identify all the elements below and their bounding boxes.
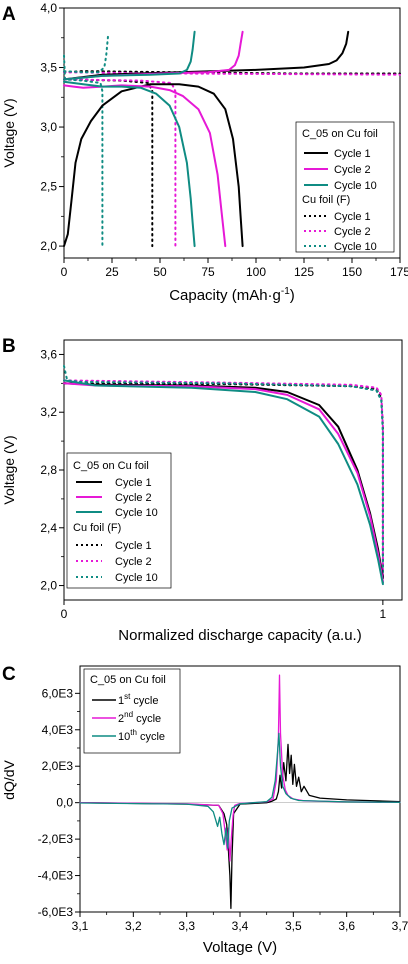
panel-c-y-tick-label: 0,0 bbox=[56, 796, 73, 810]
panel-b-y-tick-label: 3,2 bbox=[40, 405, 57, 419]
panel-a-y-tick-label: 3,0 bbox=[40, 120, 57, 134]
panel-c-x-tick-label: 3,3 bbox=[178, 919, 195, 933]
panel-c-y-tick-label: -6,0E3 bbox=[38, 905, 74, 919]
panel-a-x-tick-label: 0 bbox=[61, 265, 68, 279]
panel-a: A 0 25 50 75 100 125 150 175 2,0 2,5 3,0 3,5 4,0 Vol… bbox=[1, 1, 408, 304]
panel-c-x-tick-label: 3,6 bbox=[338, 919, 355, 933]
panel-b-y-tick-label: 3,6 bbox=[40, 347, 57, 361]
panel-a-legend-label-cu-cycle2: Cycle 2 bbox=[334, 226, 371, 238]
panel-a-y-tick-label: 2,0 bbox=[40, 239, 57, 253]
panel-b-y-axis-label: Voltage (V) bbox=[1, 435, 17, 504]
panel-c-x-tick-label: 3,4 bbox=[232, 919, 249, 933]
panel-a-curve-cu-foil-f--cycle-10 bbox=[63, 33, 110, 74]
panel-a-legend-label-cu-cycle10: Cycle 10 bbox=[334, 241, 377, 253]
panel-a-x-tick-label: 175 bbox=[390, 265, 408, 279]
panel-a-y-tick-label: 2,5 bbox=[40, 180, 57, 194]
panel-a-x-tick-label: 100 bbox=[246, 265, 266, 279]
panel-a-y-tick-label: 3,5 bbox=[40, 61, 57, 75]
panel-a-x-tick-label: 150 bbox=[342, 265, 362, 279]
panel-c-curves bbox=[79, 674, 401, 910]
panel-b-curves bbox=[63, 365, 384, 586]
panel-a-y-axis-label: Voltage (V) bbox=[1, 98, 17, 167]
panel-c-x-tick-label: 3,2 bbox=[125, 919, 142, 933]
panel-c-x-axis-label: Voltage (V) bbox=[203, 939, 277, 956]
panel-b-legend-label-c05-cycle10: Cycle 10 bbox=[115, 507, 158, 519]
panel-a-legend-title-2: Cu foil (F) bbox=[302, 194, 350, 206]
panel-b-x-axis-label: Normalized discharge capacity (a.u.) bbox=[118, 627, 361, 644]
panel-b-legend-label-cu-cycle1: Cycle 1 bbox=[115, 540, 152, 552]
panel-c-legend-label-2nd: 2nd cycle bbox=[118, 710, 161, 725]
panel-b: B 0 1 2,0 2,4 2,8 3,2 3,6 Voltage (V) Normaliz… bbox=[1, 336, 403, 644]
panel-a-legend-label-c05-cycle10: Cycle 10 bbox=[334, 180, 377, 192]
panel-a-ticks: 0 25 50 75 100 125 150 175 2,0 2,5 3,0 3,5 4,0 bbox=[40, 1, 408, 279]
panel-c-letter: C bbox=[2, 664, 16, 685]
panel-a-letter: A bbox=[2, 4, 16, 25]
panel-a-x-tick-label: 25 bbox=[105, 265, 119, 279]
panel-b-legend-label-c05-cycle2: Cycle 2 bbox=[115, 492, 152, 504]
panel-b-legend-title-2: Cu foil (F) bbox=[73, 522, 121, 534]
panel-c-ticks: 3,1 3,2 3,3 3,4 3,5 3,6 3,7 -6,0E3 -4,0E3 -2,0E3 0… bbox=[38, 686, 408, 933]
panel-b-legend: C_05 on Cu foil Cycle 1 Cycle 2 Cycle 10… bbox=[66, 452, 172, 589]
panel-b-curve-c-05-on-cu-foil-cycle-10 bbox=[63, 379, 384, 586]
panel-a-legend-label-cu-cycle1: Cycle 1 bbox=[334, 211, 371, 223]
panel-b-legend-label-cu-cycle2: Cycle 2 bbox=[115, 556, 152, 568]
panel-b-legend-label-cu-cycle10: Cycle 10 bbox=[115, 572, 158, 584]
panel-c-legend: C_05 on Cu foil 1st cycle 2nd cycle 10th… bbox=[83, 668, 181, 754]
panel-c-legend-title: C_05 on Cu foil bbox=[90, 674, 166, 686]
panel-b-legend-box bbox=[66, 452, 172, 589]
panel-a-x-axis-label: Capacity (mAh·g-1) bbox=[169, 286, 295, 304]
panel-a-curve-c-05-on-cu-foil-cycle-10 bbox=[63, 80, 196, 248]
panel-b-curve-cu-foil-f--cycle-10 bbox=[63, 365, 384, 584]
panel-a-x-tick-label: 75 bbox=[201, 265, 215, 279]
panel-c-y-axis-label: dQ/dV bbox=[1, 760, 17, 800]
panel-b-legend-title-1: C_05 on Cu foil bbox=[73, 460, 149, 472]
panel-b-y-tick-label: 2,4 bbox=[40, 521, 57, 535]
panel-c-y-tick-label: -4,0E3 bbox=[38, 869, 74, 883]
panel-c-x-tick-label: 3,1 bbox=[72, 919, 89, 933]
panel-a-curve-c-05-on-cu-foil-charge-cycle-10 bbox=[63, 30, 196, 81]
panel-a-legend-label-c05-cycle1: Cycle 1 bbox=[334, 148, 371, 160]
panel-a-legend: C_05 on Cu foil Cycle 1 Cycle 2 Cycle 10… bbox=[295, 121, 395, 253]
panel-a-curves bbox=[63, 30, 401, 248]
panel-a-curve-cu-foil-f-discharge-cycle-1 bbox=[63, 78, 154, 248]
panel-c-y-tick-label: 4,0E3 bbox=[42, 723, 74, 737]
panel-a-x-tick-label: 125 bbox=[294, 265, 314, 279]
panel-b-x-tick-label: 1 bbox=[380, 607, 387, 621]
panel-c-x-tick-label: 3,5 bbox=[285, 919, 302, 933]
panel-a-curve-cu-foil-f-discharge-cycle-10 bbox=[63, 54, 104, 248]
panel-c-x-tick-label: 3,7 bbox=[392, 919, 408, 933]
panel-c-curve-series-10th-cycle bbox=[79, 732, 401, 849]
panel-a-legend-label-c05-cycle2: Cycle 2 bbox=[334, 164, 371, 176]
panel-b-x-tick-label: 0 bbox=[61, 607, 68, 621]
panel-c-legend-box bbox=[83, 668, 181, 754]
panel-c-legend-label-10th: 10th cycle bbox=[118, 728, 165, 743]
panel-b-y-tick-label: 2,0 bbox=[40, 579, 57, 593]
panel-a-x-tick-label: 50 bbox=[153, 265, 167, 279]
panel-b-y-tick-label: 2,8 bbox=[40, 463, 57, 477]
panel-c: C 3,1 3,2 3,3 3,4 3,5 3,6 3,7 -6,0E3 -4,0E3 -2,0E… bbox=[1, 664, 408, 956]
panel-a-legend-box bbox=[295, 121, 395, 253]
panel-a-legend-title-1: C_05 on Cu foil bbox=[302, 128, 378, 140]
panel-a-curve-c-05-on-cu-foil-cycle-2 bbox=[63, 84, 227, 248]
panel-b-legend-label-c05-cycle1: Cycle 1 bbox=[115, 477, 152, 489]
panel-c-curve-series-1st-cycle bbox=[79, 743, 401, 910]
panel-c-y-tick-label: 2,0E3 bbox=[42, 759, 74, 773]
panel-a-curve-cu-foil-f-discharge-cycle-2 bbox=[63, 78, 177, 248]
panel-c-y-tick-label: 6,0E3 bbox=[42, 686, 74, 700]
panel-b-letter: B bbox=[2, 336, 16, 357]
panel-a-curve-c-05-on-cu-foil-cycle-1 bbox=[63, 83, 244, 248]
panel-a-y-tick-label: 4,0 bbox=[40, 1, 57, 15]
panel-c-legend-label-1st: 1st cycle bbox=[118, 692, 158, 707]
panel-c-y-tick-label: -2,0E3 bbox=[38, 832, 74, 846]
panel-b-ticks: 0 1 2,0 2,4 2,8 3,2 3,6 bbox=[40, 347, 386, 621]
